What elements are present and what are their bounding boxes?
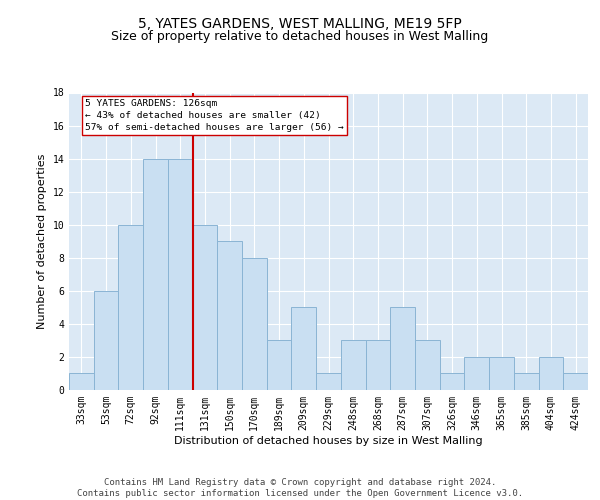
Bar: [143, 158, 168, 390]
Bar: [464, 357, 489, 390]
Bar: [94, 291, 118, 390]
Bar: [217, 242, 242, 390]
X-axis label: Distribution of detached houses by size in West Malling: Distribution of detached houses by size …: [174, 436, 483, 446]
Bar: [242, 258, 267, 390]
Bar: [118, 224, 143, 390]
Text: 5, YATES GARDENS, WEST MALLING, ME19 5FP: 5, YATES GARDENS, WEST MALLING, ME19 5FP: [138, 18, 462, 32]
Y-axis label: Number of detached properties: Number of detached properties: [37, 154, 47, 329]
Text: Size of property relative to detached houses in West Malling: Size of property relative to detached ho…: [112, 30, 488, 43]
Bar: [489, 357, 514, 390]
Text: Contains HM Land Registry data © Crown copyright and database right 2024.
Contai: Contains HM Land Registry data © Crown c…: [77, 478, 523, 498]
Bar: [292, 308, 316, 390]
Bar: [390, 308, 415, 390]
Text: 5 YATES GARDENS: 126sqm
← 43% of detached houses are smaller (42)
57% of semi-de: 5 YATES GARDENS: 126sqm ← 43% of detache…: [85, 99, 344, 132]
Bar: [365, 340, 390, 390]
Bar: [193, 224, 217, 390]
Bar: [440, 374, 464, 390]
Bar: [168, 158, 193, 390]
Bar: [69, 374, 94, 390]
Bar: [316, 374, 341, 390]
Bar: [514, 374, 539, 390]
Bar: [267, 340, 292, 390]
Bar: [539, 357, 563, 390]
Bar: [341, 340, 365, 390]
Bar: [563, 374, 588, 390]
Bar: [415, 340, 440, 390]
